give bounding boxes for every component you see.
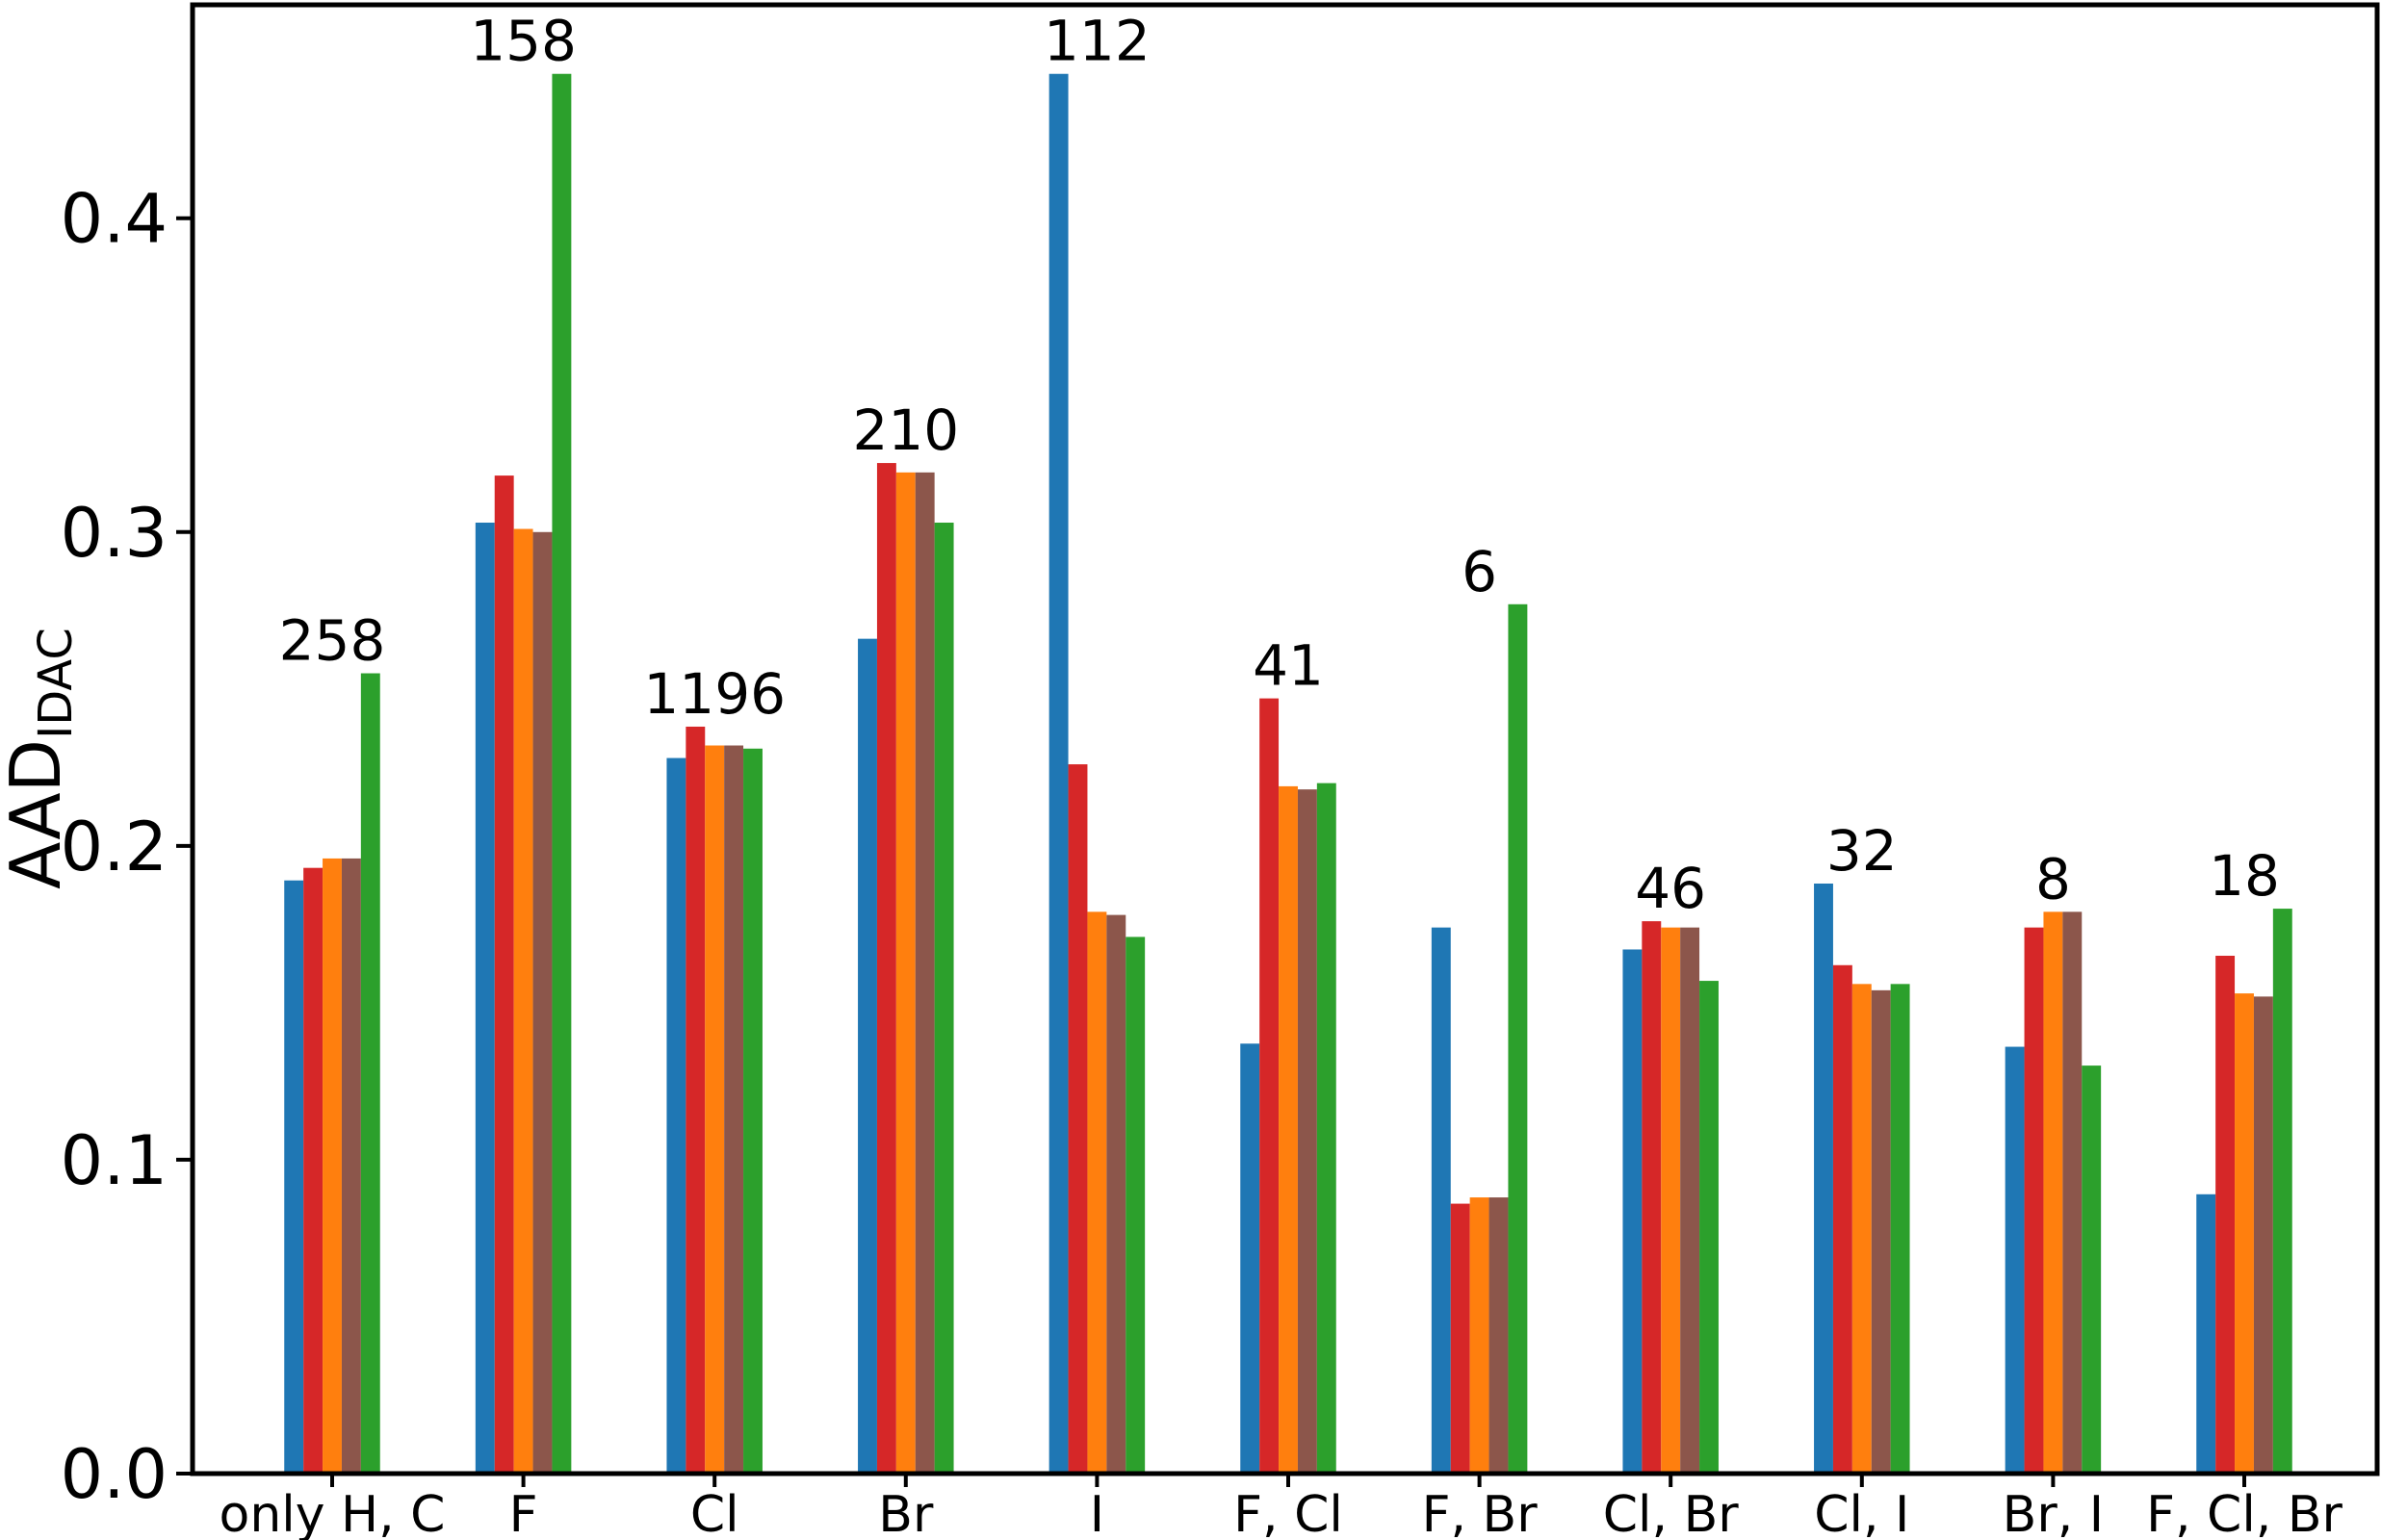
bar-count-label: 6 <box>1462 539 1497 604</box>
bar-s1-c4 <box>1068 764 1088 1474</box>
bar-s3-c9 <box>2062 911 2083 1474</box>
y-axis-label: AADIDAC <box>0 628 83 889</box>
bar-count-label: 41 <box>1253 633 1324 699</box>
bar-count-label: 210 <box>852 398 959 463</box>
bar-s3-c5 <box>1297 789 1317 1474</box>
x-tick-label: I <box>1090 1486 1104 1540</box>
bar-s0-c9 <box>2005 1046 2025 1474</box>
bar-s2-c9 <box>2043 911 2063 1474</box>
bar-s2-c4 <box>1087 911 1107 1474</box>
bar-s1-c2 <box>686 726 706 1474</box>
x-tick-label: F, Cl <box>1233 1486 1343 1540</box>
y-tick-label: 0.0 <box>61 1435 168 1514</box>
bar-s2-c6 <box>1469 1197 1489 1474</box>
bar-s1-c6 <box>1450 1203 1470 1474</box>
bar-s1-c1 <box>494 475 514 1475</box>
bar-s1-c7 <box>1642 921 1662 1474</box>
x-tick-label: F, Br <box>1422 1486 1539 1540</box>
bar-s4-c5 <box>1316 783 1336 1474</box>
bar-count-label: 158 <box>470 9 577 74</box>
x-tick-label: Cl, I <box>1814 1486 1909 1540</box>
y-axis: 0.0 0.1 0.2 0.3 0.4 <box>61 180 193 1514</box>
annotations-layer: 258 158 1196 210 112 41 6 46 32 8 18 <box>279 9 2280 921</box>
bars-layer <box>284 73 2292 1475</box>
y-axis-label-main: AAD <box>0 739 76 889</box>
bar-s0-c10 <box>2196 1194 2216 1474</box>
y-axis-label-subscript: IDAC <box>29 628 83 739</box>
bar-s4-c2 <box>743 748 763 1474</box>
bar-count-label: 32 <box>1826 818 1898 884</box>
y-tick-label: 0.2 <box>61 808 168 886</box>
x-tick-label: Cl <box>690 1486 739 1540</box>
bar-s1-c10 <box>2215 955 2236 1474</box>
bar-s2-c7 <box>1661 927 1681 1474</box>
y-tick-label: 0.4 <box>61 180 168 259</box>
bar-s1-c8 <box>1832 964 1852 1474</box>
bar-s4-c9 <box>2082 1065 2102 1474</box>
bar-s1-c9 <box>2024 927 2044 1474</box>
bar-s1-c0 <box>303 867 324 1474</box>
bar-s4-c1 <box>552 73 572 1475</box>
bar-s0-c0 <box>284 880 304 1474</box>
bar-s2-c5 <box>1279 785 1298 1474</box>
x-tick-label: Cl, Br <box>1603 1486 1739 1540</box>
bar-s0-c5 <box>1240 1043 1260 1474</box>
x-tick-label: Br, I <box>2003 1486 2104 1540</box>
bar-s0-c1 <box>475 523 495 1474</box>
bar-s4-c6 <box>1508 603 1528 1474</box>
y-tick-label: 0.3 <box>61 494 168 573</box>
bar-s2-c2 <box>705 745 725 1474</box>
bar-s3-c8 <box>1871 989 1891 1474</box>
bar-s0-c7 <box>1622 949 1643 1474</box>
x-tick-label: F <box>509 1486 538 1540</box>
bar-s1-c5 <box>1259 698 1280 1474</box>
bar-count-label: 258 <box>279 608 386 674</box>
bar-s2-c8 <box>1851 984 1872 1474</box>
bar-s0-c8 <box>1814 883 1833 1474</box>
bar-count-label: 8 <box>2035 846 2071 911</box>
bar-s0-c6 <box>1431 927 1451 1474</box>
x-tick-label: Br <box>878 1486 934 1540</box>
bar-s3-c6 <box>1488 1197 1509 1474</box>
bar-s2-c0 <box>323 858 342 1474</box>
x-tick-label: only H, C <box>220 1486 446 1540</box>
bar-s4-c8 <box>1890 984 1910 1474</box>
x-tick-label: F, Cl, Br <box>2146 1486 2342 1540</box>
bar-s3-c2 <box>724 745 744 1474</box>
bar-s2-c10 <box>2235 993 2254 1474</box>
bar-s3-c4 <box>1106 914 1126 1474</box>
bar-count-label: 112 <box>1044 9 1151 74</box>
bar-s1-c3 <box>876 463 896 1474</box>
bar-count-label: 18 <box>2209 843 2280 909</box>
bar-count-label: 1196 <box>643 661 786 727</box>
bar-s0-c4 <box>1048 73 1069 1475</box>
bar-s3-c3 <box>915 472 935 1475</box>
bar-s3-c1 <box>532 531 553 1474</box>
plot-frame <box>190 2 2380 1476</box>
bar-s2-c1 <box>513 528 533 1474</box>
bar-s3-c0 <box>341 858 361 1474</box>
bar-s0-c3 <box>858 638 877 1474</box>
bar-count-label: 46 <box>1635 856 1706 921</box>
bar-s4-c7 <box>1699 981 1719 1474</box>
bar-s4-c3 <box>934 523 954 1474</box>
bar-s3-c10 <box>2253 996 2273 1474</box>
bar-s4-c0 <box>360 673 380 1474</box>
bar-s4-c10 <box>2272 909 2292 1474</box>
bar-s2-c3 <box>895 472 916 1475</box>
bar-s4-c4 <box>1126 937 1146 1474</box>
x-axis: only H, C F Cl Br I F, Cl F, Br Cl, Br Cl, I Br, … <box>220 1474 2343 1540</box>
bar-s3-c7 <box>1680 927 1700 1474</box>
y-tick-label: 0.1 <box>61 1121 168 1200</box>
bar-s0-c2 <box>666 757 686 1474</box>
